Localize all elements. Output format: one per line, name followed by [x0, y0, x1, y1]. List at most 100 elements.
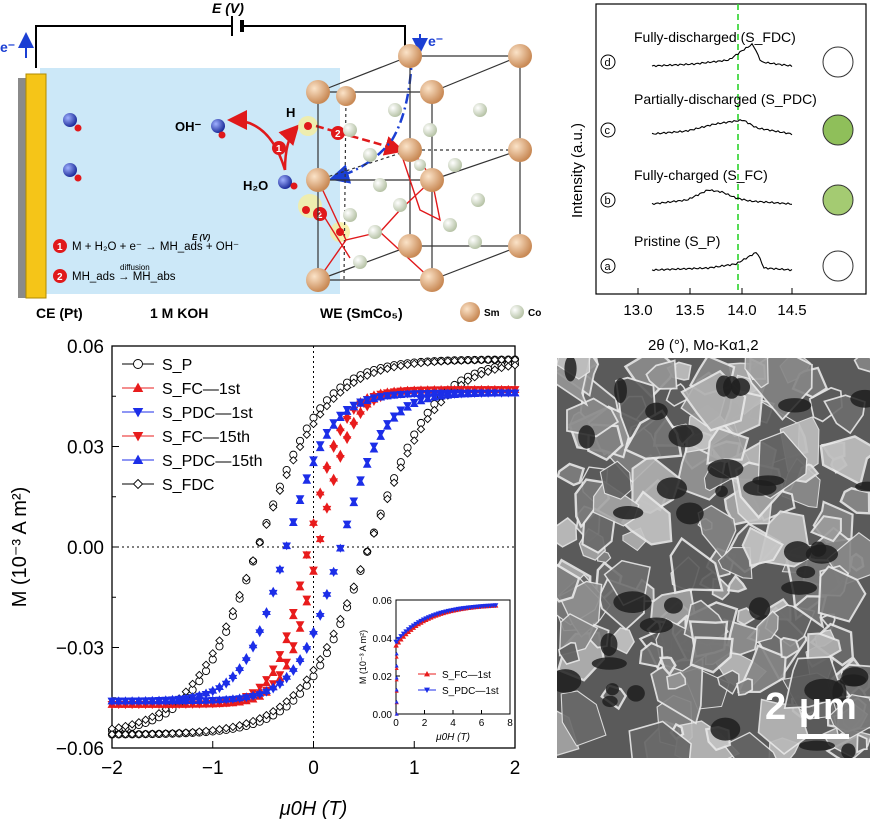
- data-point: [409, 399, 419, 408]
- legend-marker: [132, 407, 144, 418]
- data-point: [309, 665, 318, 675]
- sem-micrograph: 2 μm: [557, 358, 870, 758]
- sem-particle: [638, 641, 664, 668]
- sem-pore: [600, 633, 618, 657]
- inset-data-point: [400, 634, 407, 639]
- data-point: [329, 478, 339, 487]
- inset-data-point: [394, 651, 399, 656]
- y-tick-label: 0.06: [67, 337, 104, 358]
- inset-data-point: [394, 675, 399, 680]
- sem-particle: [666, 671, 687, 690]
- sem-particle: [566, 397, 620, 438]
- data-point: [356, 411, 365, 420]
- data-point: [302, 675, 312, 684]
- sem-pore: [839, 674, 867, 687]
- data-point: [510, 361, 520, 370]
- sem-pore: [668, 424, 703, 448]
- y-tick-label: −0.03: [56, 639, 104, 660]
- inset-data-point: [394, 655, 399, 659]
- diffusion-arrow: [315, 124, 405, 156]
- data-point: [349, 421, 359, 430]
- data-point: [376, 366, 385, 375]
- reaction2-text: MH_ads → MH_abs: [72, 271, 176, 283]
- data-point: [127, 720, 137, 729]
- data-point: [235, 693, 244, 702]
- sem-particle: [856, 733, 868, 754]
- data-point: [181, 696, 191, 705]
- data-point: [403, 449, 412, 458]
- sem-particle: [755, 610, 779, 644]
- data-point: [282, 541, 291, 550]
- data-point: [134, 696, 144, 705]
- data-point: [161, 729, 170, 738]
- inset-legend-marker: [424, 671, 430, 677]
- data-point: [356, 374, 365, 384]
- sm-legend-icon: [460, 302, 480, 322]
- step2-badge-text: 2: [335, 129, 341, 140]
- data-point: [195, 670, 204, 680]
- data-point: [315, 410, 325, 419]
- data-point: [268, 682, 278, 691]
- x-tick-label: 0: [308, 758, 319, 779]
- sem-pore: [656, 477, 688, 500]
- inset-x-tick-label: 0: [393, 718, 399, 729]
- data-point: [336, 413, 345, 421]
- xrd-panel: Intensity (a.u.) d Fully-discharged (S_FD…: [569, 3, 867, 354]
- data-point: [383, 421, 392, 430]
- sem-pore: [796, 566, 816, 579]
- sem-pore: [605, 683, 619, 696]
- data-point: [342, 383, 352, 392]
- data-point: [470, 389, 480, 397]
- data-point: [396, 390, 406, 398]
- data-point: [262, 676, 271, 684]
- data-point: [248, 690, 258, 699]
- data-point: [483, 355, 493, 365]
- data-point: [295, 496, 305, 504]
- sem-pore: [748, 597, 771, 620]
- xrd-xtick-label: 14.0: [727, 302, 756, 319]
- sem-pore: [850, 389, 870, 408]
- data-point: [329, 566, 339, 575]
- inset-data-point: [394, 639, 399, 644]
- data-point: [255, 683, 265, 692]
- data-point: [336, 388, 345, 397]
- scale-bar: [797, 734, 849, 739]
- data-point: [322, 430, 332, 439]
- data-point: [228, 694, 238, 703]
- x-axis-label: μ0H (T): [279, 798, 348, 820]
- step1-badge-text: 1: [276, 144, 282, 155]
- data-point: [376, 392, 386, 401]
- legend-marker: [132, 478, 144, 490]
- data-point: [147, 696, 157, 705]
- xrd-trace-line: [651, 42, 793, 68]
- data-point: [342, 416, 352, 424]
- data-point: [148, 712, 157, 722]
- inset-y-label: M (10⁻³ A m²): [358, 630, 368, 684]
- y-tick-label: 0.03: [67, 438, 104, 459]
- data-point: [336, 428, 345, 437]
- inset-x-label: μ0H (T): [435, 732, 470, 743]
- data-point: [436, 398, 446, 407]
- data-point: [154, 696, 164, 705]
- step1-badge: [272, 141, 286, 155]
- data-point: [383, 391, 392, 400]
- sem-pore: [639, 617, 673, 633]
- sem-pore: [715, 485, 728, 498]
- sem-pore: [798, 740, 835, 751]
- data-point: [416, 358, 426, 368]
- data-point: [329, 445, 339, 453]
- data-point: [403, 402, 412, 411]
- inset-data-point: [394, 677, 399, 682]
- inset-data-point: [394, 666, 399, 670]
- data-point: [268, 707, 278, 716]
- data-point: [268, 503, 278, 512]
- data-point: [329, 420, 339, 429]
- inset-legend-label: S_PDC—1st: [442, 686, 499, 697]
- data-point: [288, 664, 298, 672]
- hydroxide-icon: [211, 119, 226, 139]
- data-point: [282, 658, 291, 667]
- data-point: [410, 359, 419, 369]
- sem-pore: [723, 376, 741, 399]
- data-point: [477, 355, 486, 365]
- data-point: [121, 696, 130, 705]
